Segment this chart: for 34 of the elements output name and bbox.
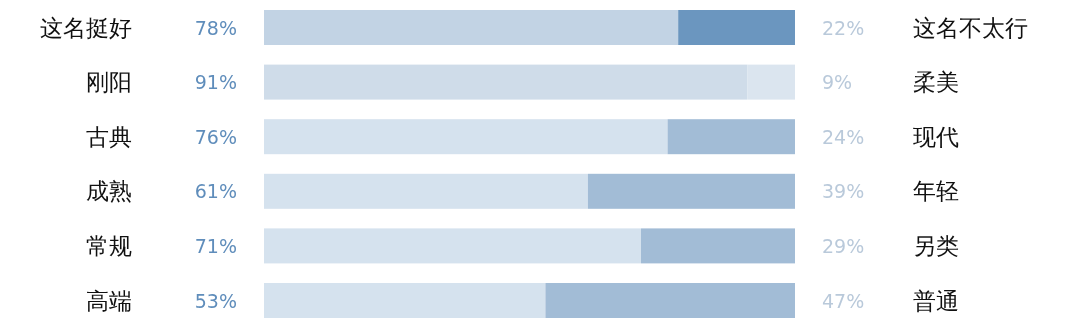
text: 普通: [913, 287, 959, 314]
data-label: 76%: [194, 125, 237, 148]
data-label: 24%: [822, 125, 865, 148]
bar: [678, 10, 795, 45]
y-tick-label: 常规: [86, 232, 132, 259]
bar: [587, 173, 795, 209]
bar: [264, 283, 546, 318]
data-label: 22%: [822, 16, 865, 39]
data-label: 47%: [822, 289, 865, 312]
y-tick-label: 古典: [86, 123, 132, 150]
text: 现代: [913, 123, 959, 150]
y-tick-label: 刚阳: [86, 69, 132, 96]
bar: [264, 119, 668, 155]
text: 柔美: [913, 69, 959, 96]
text: 另类: [913, 232, 959, 259]
data-label: 39%: [822, 180, 865, 203]
bar: [667, 119, 795, 155]
y-tick-label: 成熟: [86, 178, 132, 205]
bar: [545, 283, 795, 318]
y-tick-label: 这名挺好: [40, 14, 132, 41]
data-label: 29%: [822, 234, 865, 257]
bar: [264, 173, 588, 209]
y-tick-label: 高端: [86, 287, 132, 314]
bar: [641, 228, 795, 264]
data-label: 91%: [194, 71, 237, 94]
data-label: 71%: [194, 234, 237, 257]
text: 年轻: [913, 178, 959, 205]
bar: [264, 228, 642, 264]
data-label: 9%: [822, 71, 853, 94]
data-label: 78%: [194, 16, 237, 39]
text: 这名不太行: [913, 14, 1028, 41]
bar: [264, 10, 679, 45]
data-label: 61%: [194, 180, 237, 203]
data-label: 53%: [194, 289, 237, 312]
